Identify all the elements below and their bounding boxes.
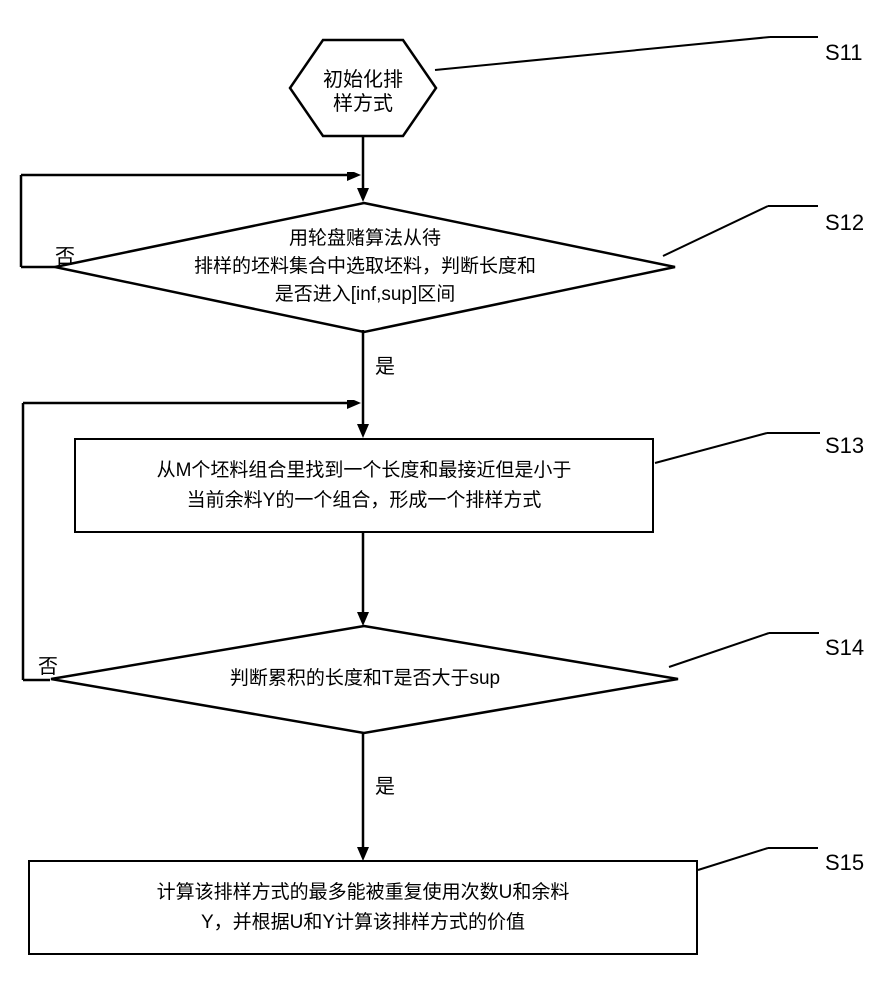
label-s11: S11 xyxy=(825,40,863,66)
label-s15: S15 xyxy=(825,850,864,876)
s15-text-line2: Y，并根据U和Y计算该排样方式的价值 xyxy=(157,908,570,938)
label-s13: S13 xyxy=(825,433,864,459)
edge-label-no-s14: 否 xyxy=(38,650,58,679)
edge-label-yes-s12: 是 xyxy=(375,350,395,379)
label-s12: S12 xyxy=(825,210,864,236)
callout-s15 xyxy=(695,845,820,875)
loop-s14-no xyxy=(20,400,365,685)
arrow-s14-s15 xyxy=(355,733,371,863)
callout-s12 xyxy=(660,203,820,261)
callout-s13 xyxy=(652,430,822,468)
callout-s11 xyxy=(430,34,820,94)
s11-text-line2: 样方式 xyxy=(288,92,438,116)
flowchart-container: 初始化排 样方式 用轮盘赌算法从待 排样的坯料集合中选取坯料，判断长度和 是否进… xyxy=(0,0,879,1000)
s15-text-line1: 计算该排样方式的最多能被重复使用次数U和余料 xyxy=(157,878,570,908)
edge-label-no-s12: 否 xyxy=(55,240,75,269)
s12-text-line3: 是否进入[inf,sup]区间 xyxy=(100,281,630,309)
flowchart-node-s11: 初始化排 样方式 xyxy=(288,38,438,138)
label-s14: S14 xyxy=(825,635,864,661)
flowchart-node-s15: 计算该排样方式的最多能被重复使用次数U和余料 Y，并根据U和Y计算该排样方式的价… xyxy=(28,860,698,955)
edge-label-yes-s14: 是 xyxy=(375,770,395,799)
s11-text-line1: 初始化排 xyxy=(288,68,438,92)
callout-s14 xyxy=(664,630,824,670)
